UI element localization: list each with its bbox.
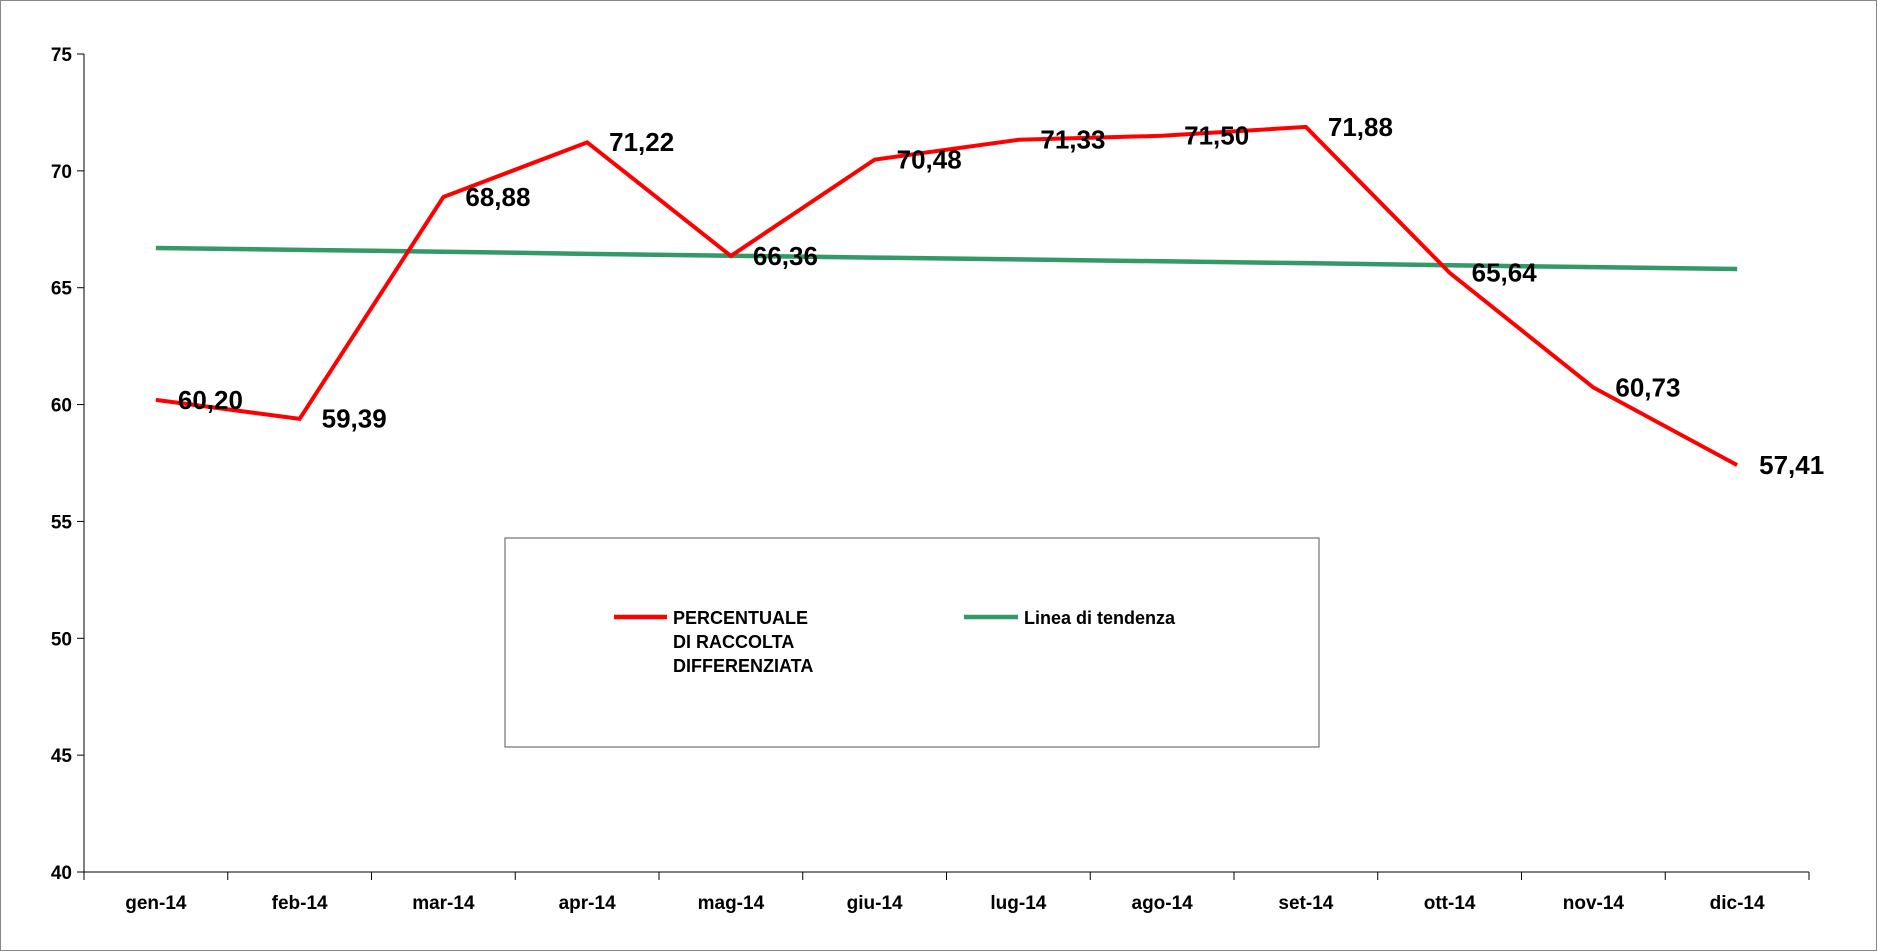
data-line: [155, 124, 1739, 467]
y-tick-label: 65: [51, 279, 73, 300]
legend-label: PERCENTUALE DI RACCOLTA DIFFERENZIATA: [673, 608, 813, 676]
y-tick-label: 70: [51, 162, 72, 183]
x-tick-label: gen-14: [125, 893, 187, 914]
data-label: 70,48: [897, 145, 962, 175]
data-label: 71,88: [1328, 112, 1393, 142]
data-label: 65,64: [1472, 258, 1538, 288]
data-label: 71,22: [609, 127, 674, 157]
x-tick-label: dic-14: [1710, 893, 1765, 914]
legend-box: [504, 537, 1320, 748]
y-tick-label: 50: [51, 629, 72, 650]
data-label: 68,88: [465, 182, 530, 212]
data-label: 71,33: [1040, 125, 1105, 155]
x-tick-label: mag-14: [698, 893, 765, 914]
x-tick-label: set-14: [1278, 893, 1333, 914]
x-tick-label: lug-14: [990, 893, 1046, 914]
x-tick-label: apr-14: [559, 893, 616, 914]
x-tick-label: mar-14: [412, 893, 475, 914]
data-label: 71,50: [1184, 121, 1249, 151]
x-tick-label: feb-14: [272, 893, 328, 914]
x-tick-label: giu-14: [847, 893, 903, 914]
x-tick-label: nov-14: [1563, 893, 1625, 914]
y-tick-label: 45: [51, 746, 73, 767]
y-tick-label: 55: [51, 512, 73, 533]
data-label: 60,20: [178, 385, 243, 415]
x-tick-label: ago-14: [1132, 893, 1194, 914]
y-tick-label: 40: [51, 863, 72, 884]
y-tick-label: 75: [51, 45, 73, 66]
data-label: 66,36: [753, 241, 818, 271]
data-label: 57,41: [1759, 450, 1824, 480]
legend-label: Linea di tendenza: [1024, 608, 1176, 628]
x-tick-label: ott-14: [1424, 893, 1476, 914]
data-label: 60,73: [1615, 372, 1680, 402]
data-label: 59,39: [322, 404, 387, 434]
trend-line: [155, 245, 1738, 272]
y-tick-label: 60: [51, 396, 72, 417]
